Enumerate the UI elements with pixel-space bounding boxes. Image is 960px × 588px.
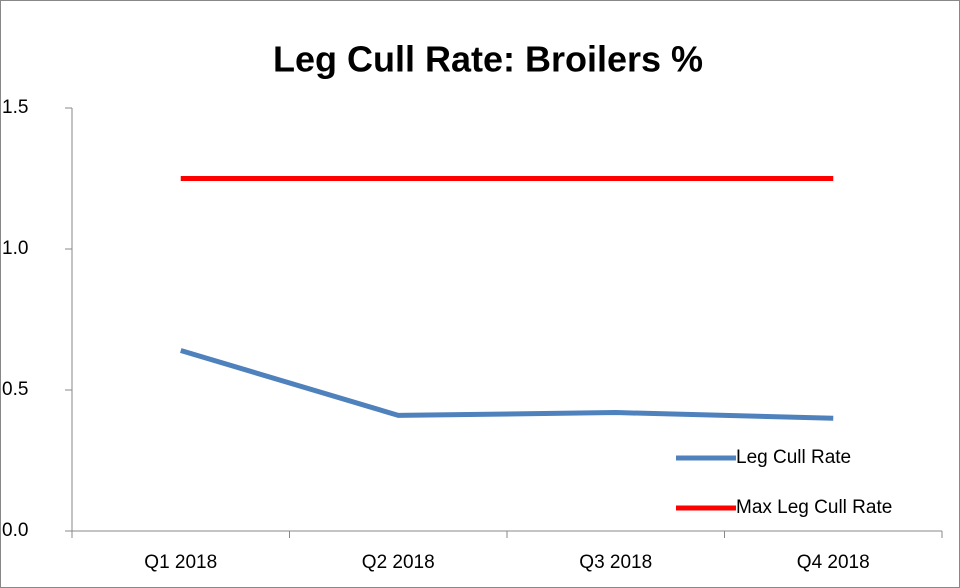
- series-line: [180, 348, 834, 421]
- y-tick-label: 1.5: [2, 97, 28, 118]
- legend-label: Max Leg Cull Rate: [736, 497, 892, 518]
- chart-title: Leg Cull Rate: Broilers %: [273, 39, 703, 80]
- x-tick-label: Q1 2018: [144, 552, 217, 573]
- x-tick-label: Q3 2018: [579, 552, 652, 573]
- x-tick-label: Q4 2018: [797, 552, 870, 573]
- y-tick-label: 0.0: [2, 520, 28, 541]
- y-tick-label: 1.0: [2, 238, 28, 259]
- x-tick-label: Q2 2018: [362, 552, 435, 573]
- y-tick-label: 0.5: [2, 379, 28, 400]
- legend-label: Leg Cull Rate: [736, 447, 851, 468]
